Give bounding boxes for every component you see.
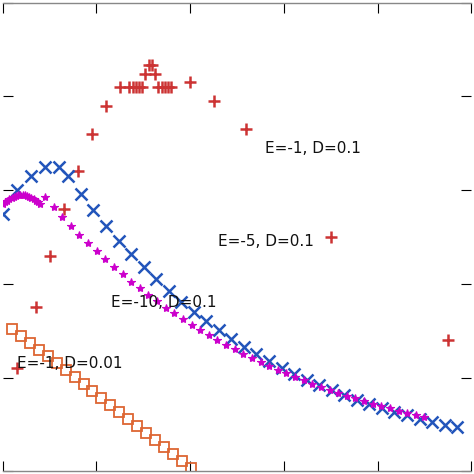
- Text: E=-1, D=0.01: E=-1, D=0.01: [17, 356, 122, 371]
- Text: E=-5, D=0.1: E=-5, D=0.1: [218, 234, 314, 249]
- Text: E=-1, D=0.1: E=-1, D=0.1: [265, 141, 361, 155]
- Text: E=-10, D=0.1: E=-10, D=0.1: [110, 295, 216, 310]
